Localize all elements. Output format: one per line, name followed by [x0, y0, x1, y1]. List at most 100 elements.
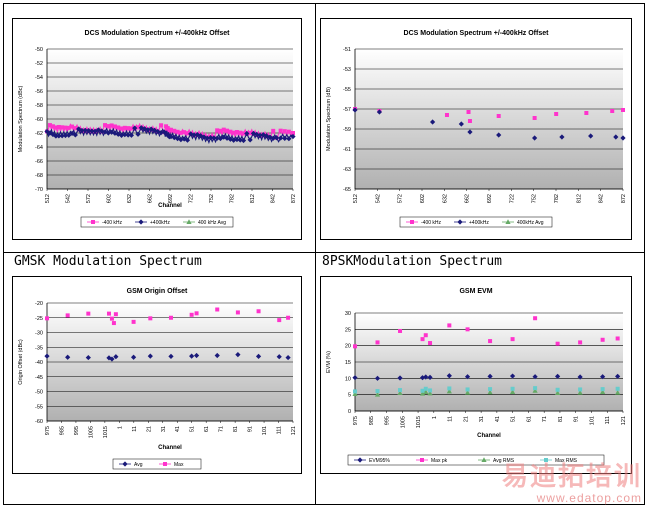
- data-point: [109, 123, 114, 128]
- data-point: [122, 125, 127, 130]
- series-1: [44, 125, 296, 145]
- data-point: [533, 316, 538, 321]
- x-tick-label: 995: [385, 416, 391, 425]
- data-point: [600, 337, 605, 342]
- data-point: [488, 387, 493, 392]
- x-tick-label: 81: [558, 416, 564, 422]
- x-tick-label: 61: [526, 416, 532, 422]
- x-tick-label: 722: [189, 194, 195, 203]
- data-point: [600, 374, 606, 380]
- data-point: [276, 354, 282, 360]
- figure-grid: [3, 3, 645, 505]
- x-tick-label: 1005: [88, 426, 94, 438]
- y-tick-label: -40: [35, 360, 43, 366]
- y-axis-label: Origin Offset (dBc): [18, 339, 24, 385]
- data-point: [554, 112, 559, 116]
- data-point: [215, 307, 220, 312]
- x-tick-label: 692: [168, 194, 174, 203]
- data-point: [228, 129, 233, 134]
- x-tick-label: 31: [161, 426, 167, 432]
- x-axis-label: Channel: [477, 433, 501, 439]
- data-point: [496, 114, 501, 118]
- data-point: [423, 389, 429, 395]
- x-tick-label: 975: [353, 416, 359, 425]
- data-point: [218, 128, 223, 133]
- y-axis-label: Modulation Spectrum (dB): [326, 87, 332, 151]
- x-tick-label: 41: [495, 416, 501, 422]
- data-point: [420, 337, 425, 342]
- data-point: [428, 341, 433, 346]
- y-axis-label: Modulation Spectrum (dBc): [18, 86, 24, 153]
- data-point: [168, 315, 173, 320]
- data-point: [111, 321, 116, 326]
- x-tick-label: 11: [448, 416, 454, 422]
- data-point: [423, 333, 428, 338]
- data-point: [621, 108, 625, 112]
- x-tick-label: 1015: [416, 416, 422, 428]
- x-tick-label: 842: [271, 194, 277, 203]
- legend-label: -400 kHz: [421, 220, 442, 226]
- watermark-text: 易迪拓培训: [501, 462, 642, 492]
- y-tick-label: -30: [35, 331, 43, 337]
- y-tick-label: -20: [35, 301, 43, 307]
- data-point: [128, 132, 135, 138]
- data-point: [72, 132, 78, 138]
- data-point: [45, 316, 49, 321]
- data-point: [79, 127, 85, 134]
- data-point: [231, 130, 236, 135]
- x-tick-label: 1: [117, 426, 123, 429]
- x-tick-label: 111: [277, 426, 283, 434]
- data-point: [175, 129, 180, 134]
- y-tick-label: -52: [35, 61, 43, 67]
- legend-label: EVM95%: [369, 458, 390, 464]
- data-point: [615, 386, 620, 391]
- x-tick-label: 572: [398, 194, 404, 203]
- x-tick-label: 21: [146, 426, 152, 432]
- x-axis-label: Channel: [158, 203, 182, 209]
- data-point: [113, 312, 118, 317]
- data-point: [446, 373, 452, 379]
- data-point: [352, 375, 358, 381]
- data-point: [447, 323, 452, 328]
- y-tick-label: -61: [343, 147, 351, 153]
- data-point: [135, 131, 141, 137]
- data-point: [375, 340, 380, 345]
- y-axis-label: EVM (%): [326, 351, 332, 373]
- data-point: [447, 386, 452, 391]
- data-point: [397, 390, 403, 396]
- legend-label: Avg: [134, 462, 143, 468]
- data-point: [577, 374, 583, 380]
- data-point: [600, 387, 605, 392]
- x-tick-label: 91: [574, 416, 580, 422]
- legend-swatch-marker: [122, 461, 128, 467]
- data-point: [248, 131, 253, 135]
- data-point: [352, 107, 358, 113]
- x-tick-label: 662: [465, 194, 471, 203]
- x-tick-label: 692: [487, 194, 493, 203]
- y-tick-label: -55: [35, 404, 43, 410]
- data-point: [73, 126, 78, 131]
- data-point: [533, 386, 538, 391]
- data-point: [584, 111, 589, 115]
- y-tick-label: -50: [35, 390, 43, 396]
- chart-title: GSM EVM: [459, 288, 492, 295]
- x-tick-label: 722: [509, 194, 515, 203]
- data-point: [398, 388, 403, 393]
- chart-title: DCS Modulation Spectrum +/-400kHz Offset: [85, 30, 231, 37]
- data-point: [286, 136, 292, 142]
- data-point: [50, 124, 55, 129]
- x-tick-label: 121: [621, 416, 627, 425]
- data-point: [132, 125, 138, 131]
- data-point: [620, 135, 626, 141]
- legend-label: Max RMS: [555, 458, 578, 464]
- legend-swatch-marker: [544, 458, 548, 462]
- y-tick-label: -55: [343, 87, 351, 93]
- chart-title: DCS Modulation Spectrum +/-400kHz Offset: [404, 30, 550, 37]
- x-tick-label: 985: [369, 416, 375, 425]
- x-tick-label: 21: [463, 416, 469, 422]
- y-tick-label: 20: [345, 344, 351, 350]
- data-point: [86, 311, 91, 316]
- data-point: [125, 132, 131, 138]
- x-tick-label: 121: [291, 426, 297, 435]
- legend-label: Max: [174, 462, 184, 468]
